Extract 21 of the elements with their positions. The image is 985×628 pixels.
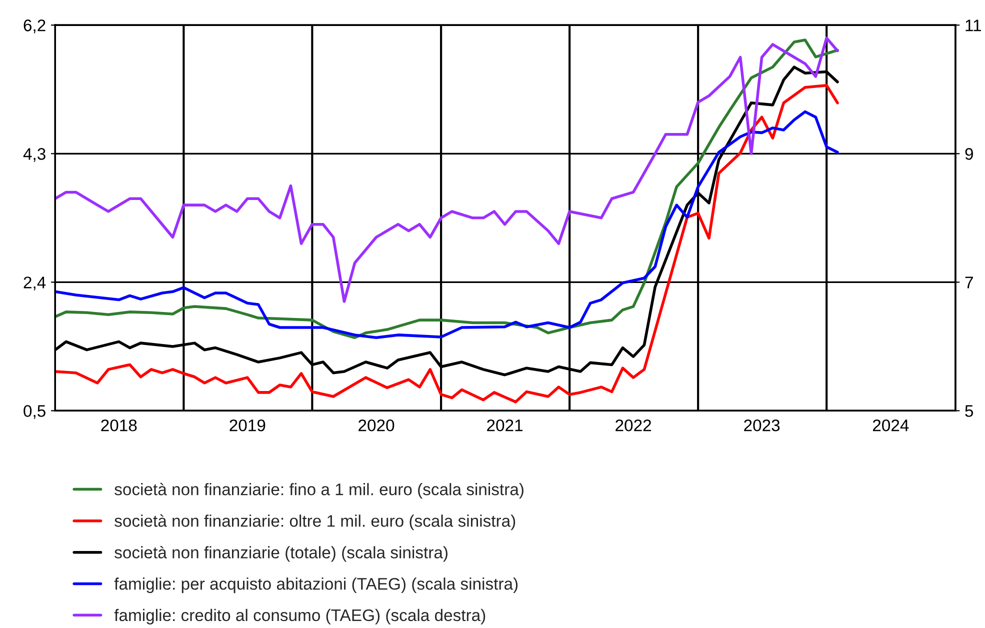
y2-tick-label: 7 <box>965 276 973 288</box>
legend-label: famiglie: credito al consumo (TAEG) (scala destra) <box>114 608 486 624</box>
x-tick-label: 2021 <box>487 419 523 432</box>
legend-label: società non finanziarie (totale) (scala sinistra) <box>114 546 448 562</box>
x-tick-label: 2023 <box>744 419 780 432</box>
line-series <box>55 110 839 340</box>
x-tick-label: 2022 <box>616 419 651 432</box>
y2-tick-label: 5 <box>965 405 974 417</box>
y-tick-label: 6,2 <box>24 20 46 34</box>
x-tick-label: 2024 <box>872 419 909 432</box>
y-tick-label: 0,5 <box>24 405 46 419</box>
legend-label: società non finanziarie: oltre 1 mil. euro (scala sinistra) <box>114 514 516 530</box>
y-tick-label: 2,4 <box>24 276 46 290</box>
x-tick-label: 2020 <box>358 419 394 432</box>
legend-label: famiglie: per acquisto abitazioni (TAEG) (scala sinistra) <box>114 578 518 594</box>
legend-label: società non finanziarie: fino a 1 mil. euro (scala sinistra) <box>114 482 524 499</box>
x-tick-label: 2019 <box>230 419 266 432</box>
x-tick-label: 2018 <box>101 419 137 432</box>
y2-tick-label: 9 <box>965 148 973 160</box>
y-tick-label: 4,3 <box>23 148 46 162</box>
y2-tick-label: 11 <box>966 20 981 32</box>
